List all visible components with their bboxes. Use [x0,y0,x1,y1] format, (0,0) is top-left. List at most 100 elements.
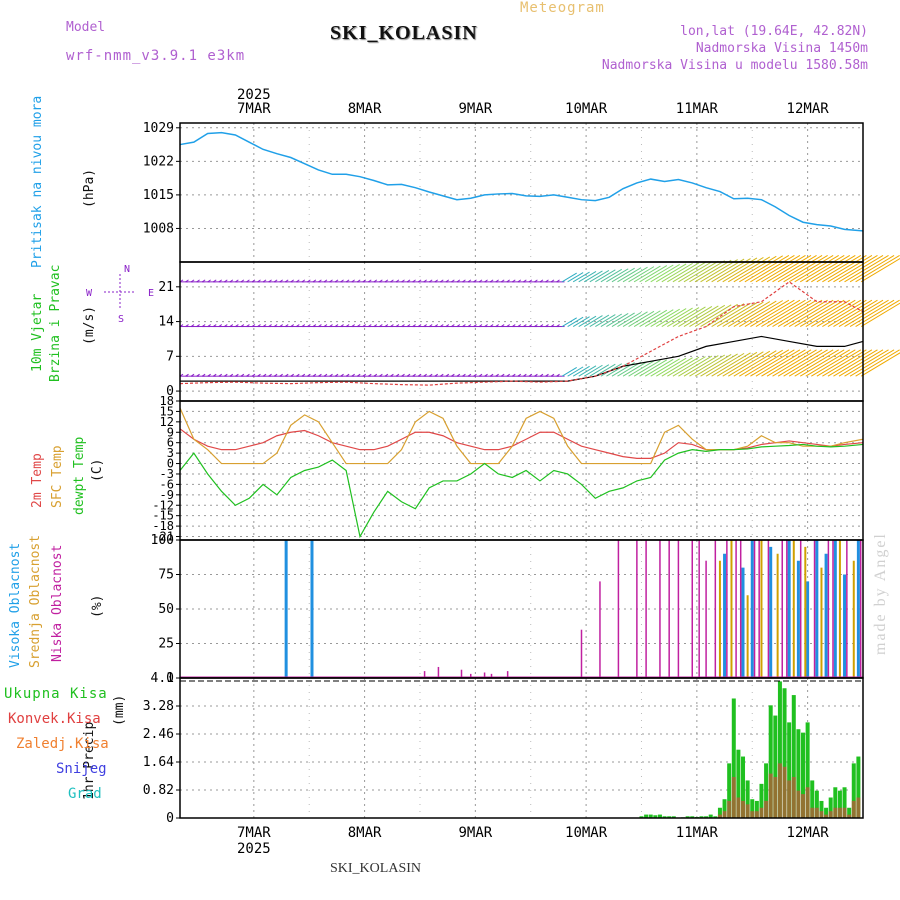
wind-arrow [761,299,806,327]
wind-arrow-head [196,373,200,377]
wind-arrow [661,357,693,377]
wind-arrow [794,299,839,327]
wind-arrow-head [284,279,289,283]
wind-arrow [783,299,828,327]
wind-arrow [755,349,801,377]
wind-arrow-head [489,373,494,377]
wind-arrow [600,268,623,283]
wind-arrow-head [307,373,311,377]
wind-arrow [805,299,851,327]
wind-arrow-head [484,279,488,283]
wind-arrow [672,306,706,327]
y-tick-label: -21 [152,530,174,544]
wind-arrow-head [478,373,483,377]
wind-arrow [733,350,777,377]
wind-arrow-head [340,373,344,377]
wind-arrow-head [185,279,189,283]
wind-arrow-head [440,324,444,327]
chart-title: Meteogram [520,0,605,16]
day-label-bottom: 10MAR [565,825,608,841]
wind-arrow [589,269,610,283]
wind-arrow-head [229,324,234,327]
conv-precip-bar [828,811,833,818]
wind-arrow [655,263,687,283]
y-tick-label: -9 [160,488,174,502]
wind-arrow-head [417,279,422,283]
wind-arrow [567,316,584,327]
wind-arrow [788,349,834,377]
conv-precip-bar [837,807,842,818]
wind-arrow [860,352,900,377]
wind-arrow-head [329,279,333,283]
wind-arrow-head [401,373,405,377]
wind-arrow-head [506,324,511,327]
wind-arrow [655,357,687,377]
precip-bar [671,816,676,818]
conv-precip-bar [750,811,755,818]
footer-station: SKI_KOLASIN [330,861,421,876]
wind-arrow-head [235,373,239,377]
wind-arrow [799,349,845,377]
precip-bar [801,732,806,818]
y-tick-label: 14 [158,315,174,330]
wind-arrow [678,355,713,377]
y-tick-label: 0 [166,671,174,686]
wind-arrow-head [395,279,400,283]
y-tick-label: 21 [158,280,174,295]
wind-arrow-head [201,279,206,283]
wind-arrow-head [423,373,427,377]
wind-arrow-head [284,324,289,327]
wind-arrow [816,299,862,327]
precip-bar [842,787,847,818]
precip-bar [699,816,704,818]
precip-bar [690,816,695,818]
wind-arrow [855,299,900,327]
wind-arrow-head [462,324,466,327]
wind-arrow [700,353,738,377]
conv-precip-bar [787,780,792,818]
precip-bar [685,816,690,818]
conv-precip-bar [727,800,732,818]
wind-arrow [578,365,597,377]
precip-bar [768,705,773,818]
wind-arrow [772,299,817,327]
wind-arrow [667,356,700,377]
y-tick-label: 2.46 [143,727,174,742]
y-tick-label: -18 [152,519,174,533]
wind-arrow [622,361,648,377]
wind-arrow-head [384,279,389,283]
wind-arrow-head [423,324,427,327]
wind-arrow [833,299,878,327]
altitude-label: Nadmorska Visina 1450m [695,41,868,56]
wind-arrow-head [373,279,378,283]
wind-arrow-head [467,324,472,327]
wind-arrow-head [523,324,527,327]
wind-arrow-head [229,373,234,377]
conv-precip-bar [791,777,796,818]
precip-bar [722,799,727,818]
wind-arrow [761,255,806,283]
wind-arrow-head [340,324,344,327]
wind-arrow [705,303,745,327]
wind-arrow-head [362,324,367,327]
wind-arrow [727,256,771,283]
wind-arrow [722,301,764,327]
precip-bar [653,815,658,818]
wind-arrow [772,255,817,283]
wind-arrow [628,266,655,283]
wind-arrow-head [412,373,416,377]
wind-arrow-head [251,279,256,283]
precip-bar [745,780,750,818]
panel-frame [179,677,864,819]
wind-arrow [816,349,862,377]
wind-arrow-head [273,373,278,377]
wind-arrow [822,349,867,377]
wind-arrow [683,260,719,283]
wind-arrow [606,268,629,283]
conv-precip-bar [814,807,819,818]
wind-arrow [855,349,900,377]
wind-arrow-head [251,324,256,327]
wind-arrow [617,311,642,327]
y-tick-label: -3 [160,467,174,481]
